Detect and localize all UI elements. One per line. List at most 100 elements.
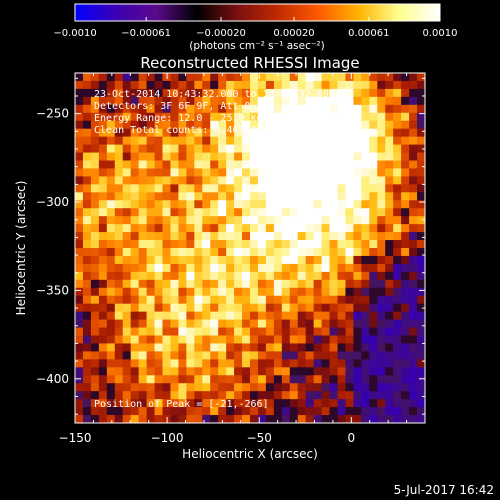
heatmap-cell [401,391,410,400]
heatmap-cell [313,208,323,217]
heatmap-cell [194,263,203,273]
heatmap-cell [154,383,164,392]
heatmap-cell [337,367,347,376]
heatmap-cell [281,255,291,265]
heatmap-cell [146,359,156,368]
heatmap-cell [361,295,370,305]
heatmap-cell [401,144,410,154]
heatmap-cell [353,136,362,146]
heatmap-cell [281,184,291,193]
heatmap-cell [417,232,425,241]
heatmap-cell [257,415,267,423]
heatmap-cell [138,112,148,122]
heatmap-cell [186,176,195,185]
heatmap-cell [377,343,386,352]
heatmap-cell [305,160,315,170]
heatmap-cell [226,184,235,193]
heatmap-cell [337,144,347,154]
heatmap-cell [313,184,323,193]
heatmap-cell [178,407,187,416]
heatmap-cell [82,271,92,281]
heatmap-cell [218,311,227,321]
heatmap-cell [409,367,418,376]
heatmap-cell [305,319,315,329]
heatmap-cell [234,383,243,392]
heatmap-cell [122,319,132,329]
heatmap-cell [257,112,267,122]
heatmap-cell [114,80,124,90]
heatmap-cell [114,73,124,82]
heatmap-cell [369,407,378,416]
heatmap-cell [417,271,425,281]
heatmap-cell [90,271,100,281]
heatmap-cell [281,343,291,352]
heatmap-cell [393,359,402,368]
heatmap-cell [345,160,354,170]
heatmap-cell [297,120,307,130]
heatmap-cell [178,160,187,170]
heatmap-cell [385,248,394,257]
heatmap-cell [257,327,267,337]
heatmap-cell [289,80,299,90]
heatmap-cell [210,208,219,217]
heatmap-cell [186,271,195,281]
heatmap-cell [218,216,227,225]
heatmap-cell [138,263,148,273]
heatmap-cell [138,359,148,368]
heatmap-cell [385,319,394,329]
heatmap-cell [281,152,291,162]
heatmap-cell [170,383,179,392]
heatmap-cell [313,287,323,297]
heatmap-cell [281,248,291,257]
heatmap-cell [202,415,211,423]
heatmap-cell [210,73,219,82]
heatmap-cell [186,248,195,257]
heatmap-cell [82,303,92,313]
heatmap-cell [361,335,370,345]
heatmap-cell [353,255,362,265]
heatmap-cell [75,391,84,400]
heatmap-cell [305,415,315,423]
heatmap-cell [273,295,283,305]
heatmap-cell [114,200,124,209]
heatmap-cell [218,391,227,400]
heatmap-cell [250,216,259,225]
heatmap-cell [305,216,315,225]
heatmap-cell [114,271,124,281]
heatmap-cell [75,240,84,249]
heatmap-cell [257,160,267,170]
heatmap-cell [210,407,219,416]
heatmap-cell [257,128,267,138]
heatmap-cell [273,136,283,146]
heatmap-cell [289,88,299,98]
heatmap-cell [321,303,331,313]
heatmap-cell [361,279,370,289]
heatmap-cell [337,192,347,201]
heatmap-cell [106,367,116,376]
heatmap-cell [297,152,307,162]
heatmap-cell [297,80,307,90]
heatmap-cell [154,399,164,408]
heatmap-cell [369,200,378,209]
heatmap-cell [409,208,418,217]
heatmap-cell [170,287,179,297]
heatmap-cell [257,80,267,90]
heatmap-cell [170,295,179,305]
heatmap-cell [409,383,418,392]
heatmap-cell [393,112,402,122]
heatmap-cell [313,232,323,241]
heatmap-cell [178,192,187,201]
heatmap-cell [162,399,172,408]
heatmap-cell [234,263,243,273]
heatmap-cell [162,359,172,368]
heatmap-cell [377,303,386,313]
heatmap-cell [305,343,315,352]
heatmap-cell [210,359,219,368]
heatmap-cell [321,311,331,321]
heatmap-cell [178,255,187,265]
heatmap-cell [265,144,275,154]
heatmap-cell [297,263,307,273]
heatmap-cell [281,120,291,130]
heatmap-cell [138,383,148,392]
heatmap-cell [146,240,156,249]
